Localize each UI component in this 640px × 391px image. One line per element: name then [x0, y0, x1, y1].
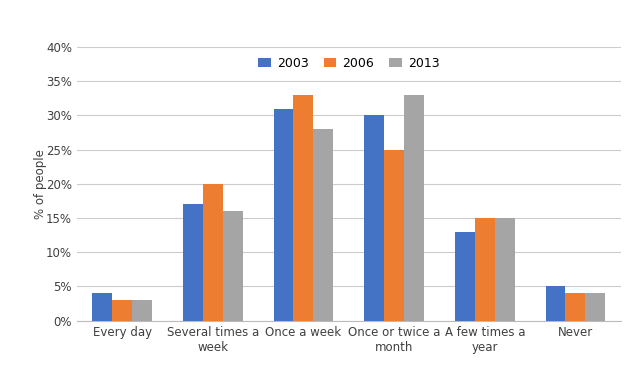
Legend: 2003, 2006, 2013: 2003, 2006, 2013: [254, 53, 444, 74]
Bar: [364, 115, 384, 321]
Bar: [545, 286, 566, 321]
Bar: [92, 293, 112, 321]
Bar: [203, 184, 223, 321]
Bar: [132, 300, 152, 321]
Bar: [495, 218, 515, 321]
Bar: [223, 211, 243, 321]
Bar: [294, 95, 314, 321]
Bar: [314, 129, 333, 321]
Bar: [273, 109, 294, 321]
Bar: [475, 218, 495, 321]
Bar: [566, 293, 586, 321]
Bar: [384, 149, 404, 321]
Bar: [586, 293, 605, 321]
Bar: [112, 300, 132, 321]
Bar: [455, 231, 475, 321]
Bar: [404, 95, 424, 321]
Y-axis label: % of people: % of people: [34, 149, 47, 219]
Bar: [183, 204, 203, 321]
